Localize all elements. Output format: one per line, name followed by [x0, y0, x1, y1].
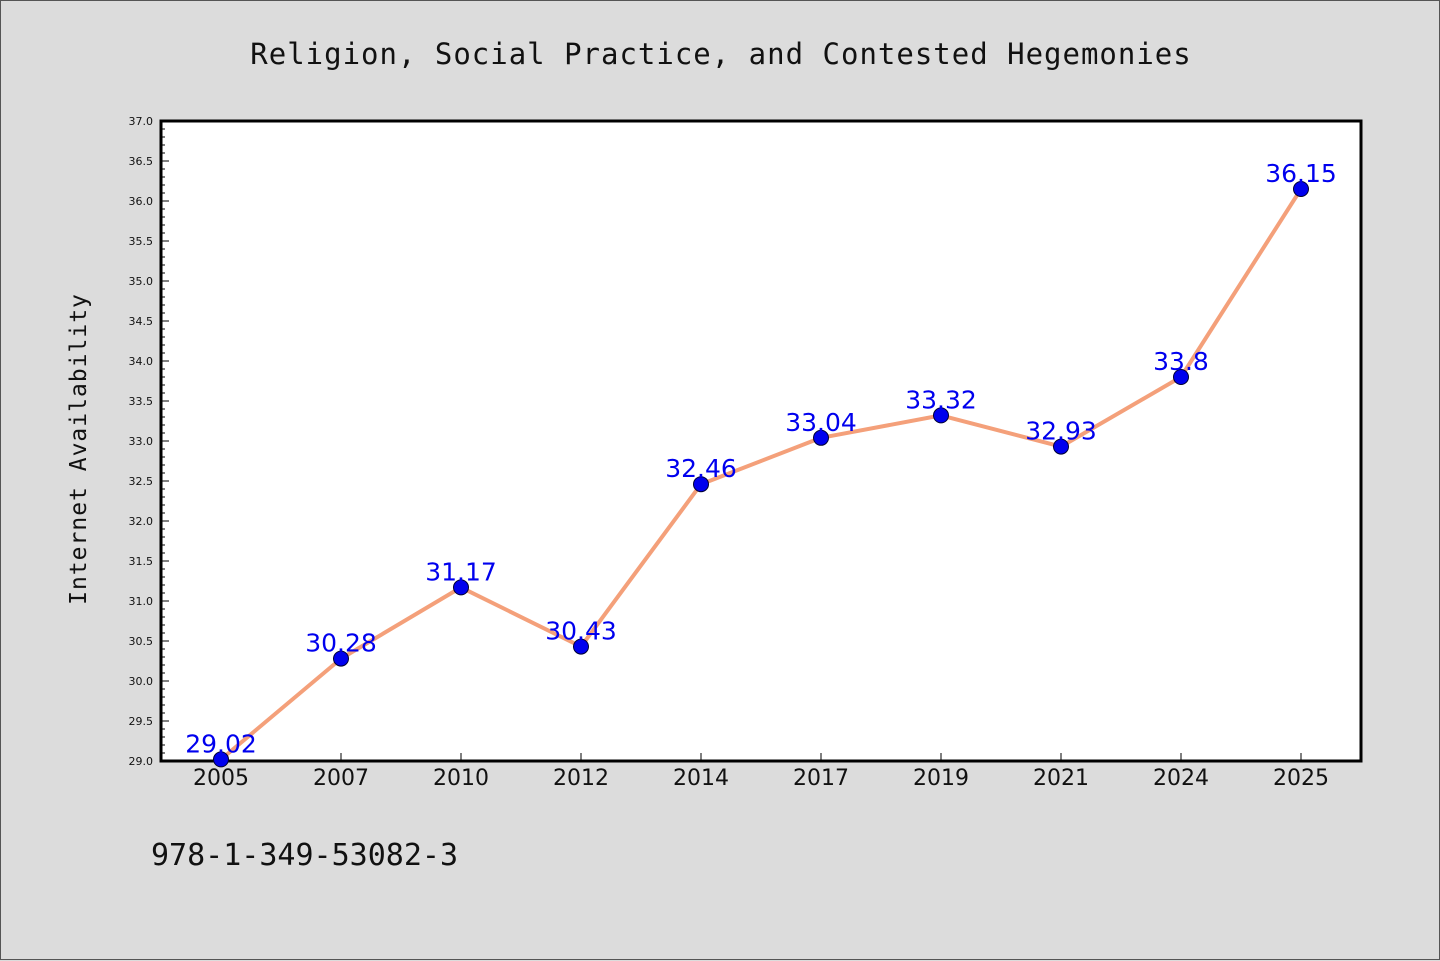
y-tick-label: 32.0 [129, 515, 154, 528]
chart-title: Religion, Social Practice, and Contested… [250, 37, 1191, 71]
y-tick-label: 30.5 [129, 635, 154, 648]
data-point [693, 476, 709, 493]
x-tick-label: 2021 [1033, 766, 1089, 791]
data-point [573, 638, 589, 655]
y-tick-label: 37.0 [129, 115, 154, 128]
data-label: 33.32 [905, 385, 977, 414]
x-tick-label: 2014 [673, 766, 729, 791]
data-label: 32.93 [1025, 417, 1097, 446]
y-tick-label: 33.5 [129, 395, 154, 408]
data-label: 33.8 [1153, 347, 1209, 376]
data-label: 31.17 [425, 557, 497, 586]
y-tick-label: 32.5 [129, 475, 154, 488]
y-tick-label: 34.5 [129, 315, 154, 328]
series [213, 181, 1309, 768]
data-point [1053, 438, 1069, 455]
y-tick-label: 33.0 [129, 435, 154, 448]
y-tick-label: 29.5 [129, 715, 154, 728]
y-tick-label: 29.0 [129, 755, 154, 768]
isbn-footer: 978-1-349-53082-3 [151, 838, 458, 873]
data-label: 36.15 [1265, 159, 1337, 188]
data-label: 29.02 [185, 729, 257, 758]
data-point [813, 429, 829, 446]
data-point [213, 751, 229, 768]
data-labels: 29.02 30.28 31.17 30.43 32.46 33.04 33.32 32.93… [185, 159, 1337, 758]
y-tick-label: 31.5 [129, 555, 154, 568]
data-label: 30.43 [545, 617, 617, 646]
series-line [219, 187, 1303, 762]
y-axis-label: Internet Availability [66, 293, 92, 605]
x-tick-label: 2025 [1273, 766, 1329, 791]
x-tick-label: 2010 [433, 766, 489, 791]
x-tick-label: 2007 [313, 766, 369, 791]
y-tick-label: 35.0 [129, 275, 154, 288]
y-tick-label: 30.0 [129, 675, 154, 688]
y-tick-label: 36.5 [129, 155, 154, 168]
data-label: 30.28 [305, 629, 377, 658]
y-tick-label: 36.0 [129, 195, 154, 208]
plot-area [159, 119, 1363, 763]
x-tick-label: 2017 [793, 766, 849, 791]
data-point [933, 407, 949, 424]
y-tick-label: 34.0 [129, 355, 154, 368]
data-point [453, 579, 469, 596]
y-tick-label: 35.5 [129, 235, 154, 248]
y-axis: 29.0 29.5 30.0 30.5 31.0 31.5 32.0 32.5 33.0 33.5… [129, 115, 169, 768]
data-point [1293, 181, 1309, 197]
x-axis: 2005 2007 2010 2012 2014 2017 2019 2021 2024 2025 [193, 753, 1329, 791]
x-tick-label: 2024 [1153, 766, 1209, 791]
data-label: 33.04 [785, 408, 857, 437]
x-tick-label: 2019 [913, 766, 969, 791]
data-point [1173, 369, 1189, 385]
x-tick-label: 2005 [193, 766, 249, 791]
data-point [333, 650, 349, 667]
x-tick-label: 2012 [553, 766, 609, 791]
y-tick-label: 31.0 [129, 595, 154, 608]
data-label: 32.46 [665, 454, 737, 483]
